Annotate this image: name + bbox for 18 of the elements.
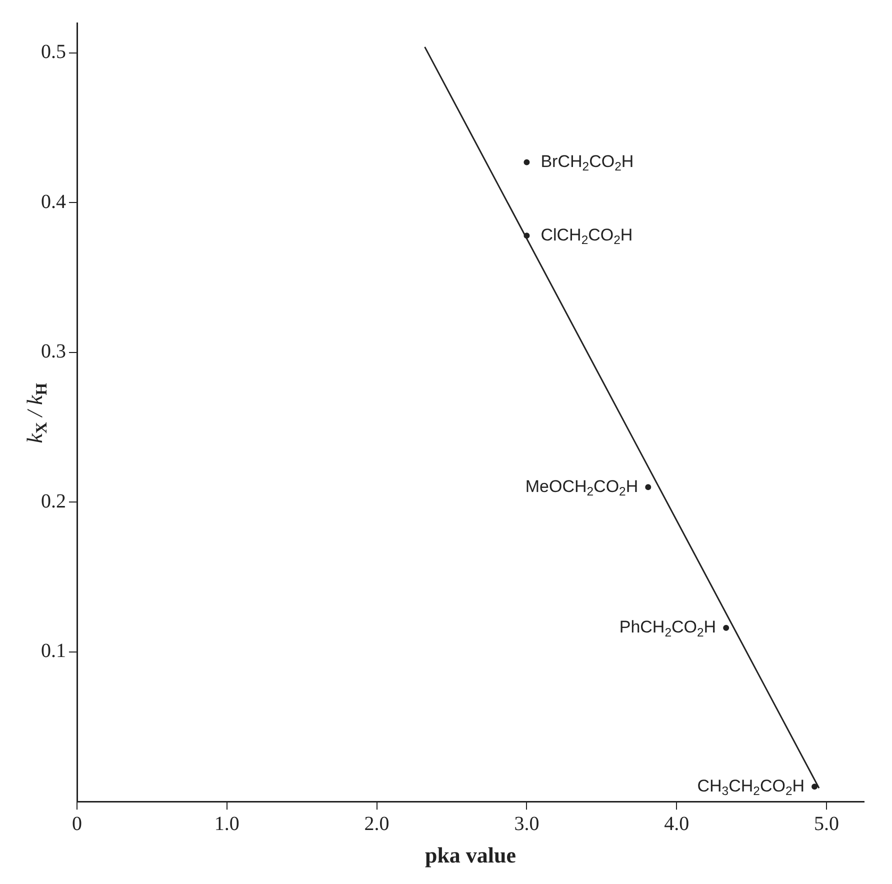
point xyxy=(645,484,652,490)
x-tick-label: 5.0 xyxy=(814,812,840,835)
y-tick-label: 0.2 xyxy=(41,490,66,512)
x-tick-label: 2.0 xyxy=(364,812,390,835)
x-tick-label: 0 xyxy=(72,812,82,835)
point xyxy=(524,232,530,239)
x-axis-title: pka value xyxy=(424,842,516,868)
y-tick-label: 0.3 xyxy=(41,340,66,363)
x-tick-label: 1.0 xyxy=(214,812,240,835)
y-tick-label: 0.4 xyxy=(41,190,66,213)
point xyxy=(723,624,730,631)
x-tick-label: 3.0 xyxy=(514,812,540,835)
y-tick-label: 0.1 xyxy=(41,640,66,662)
y-tick-label: 0.5 xyxy=(41,41,66,64)
point xyxy=(524,159,530,166)
y-axis-title: kX / kH xyxy=(22,382,51,444)
point xyxy=(812,784,818,790)
x-tick-label: 4.0 xyxy=(664,812,690,835)
